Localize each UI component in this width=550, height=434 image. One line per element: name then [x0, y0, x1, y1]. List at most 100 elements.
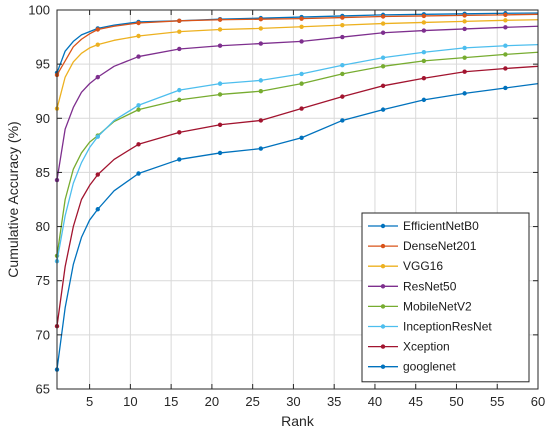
data-point	[136, 103, 141, 108]
y-tick-label: 85	[36, 165, 50, 180]
data-point	[217, 43, 223, 48]
data-point	[421, 58, 427, 64]
x-tick-label: 40	[368, 394, 382, 409]
data-point	[177, 46, 182, 52]
y-tick-label: 70	[36, 327, 50, 342]
data-point	[340, 15, 345, 20]
x-tick-label: 15	[164, 394, 178, 409]
data-point	[421, 76, 427, 81]
data-point	[258, 89, 264, 94]
data-point	[258, 146, 264, 151]
data-point	[380, 30, 386, 35]
data-point	[380, 14, 386, 19]
legend-swatch-marker	[380, 223, 386, 229]
legend-label: MobileNetV2	[403, 299, 472, 313]
data-point	[421, 13, 427, 19]
y-tick-label: 80	[36, 219, 50, 234]
x-tick-label: 50	[449, 394, 463, 409]
data-point	[299, 81, 304, 86]
data-point	[503, 25, 508, 30]
data-point	[136, 171, 141, 176]
data-point	[299, 106, 304, 111]
y-tick-label: 95	[36, 57, 50, 72]
data-point	[177, 157, 182, 162]
data-point	[95, 74, 100, 80]
legend-swatch-marker	[380, 264, 386, 269]
data-point	[421, 97, 427, 103]
data-point	[177, 130, 182, 135]
data-point	[217, 122, 223, 127]
x-tick-label: 20	[205, 394, 219, 409]
legend-item: VGG16	[368, 259, 443, 273]
data-point	[258, 118, 264, 123]
data-point	[217, 81, 223, 86]
data-point	[380, 107, 386, 112]
data-point	[95, 172, 100, 177]
legend-swatch-marker	[380, 243, 386, 249]
series-VGG16	[54, 18, 539, 111]
x-tick-label: 5	[86, 394, 93, 409]
data-point	[299, 71, 304, 77]
data-point	[258, 26, 264, 31]
x-tick-label: 55	[490, 394, 504, 409]
data-point	[462, 91, 467, 96]
legend-item: InceptionResNet	[368, 320, 492, 334]
legend-label: Xception	[403, 340, 450, 354]
data-point	[503, 66, 508, 71]
data-point	[462, 45, 467, 51]
legend-label: ResNet50	[403, 279, 457, 293]
data-point	[217, 17, 223, 22]
data-point	[95, 27, 100, 32]
legend-item: MobileNetV2	[368, 299, 472, 313]
legend-swatch-marker	[380, 304, 386, 309]
series-layer	[54, 11, 539, 372]
x-axis-label: Rank	[281, 413, 315, 429]
x-tick-label: 25	[245, 394, 259, 409]
data-point	[340, 71, 345, 77]
legend-swatch-marker	[380, 364, 386, 369]
legend-item: DenseNet201	[368, 239, 477, 253]
series-line	[56, 19, 539, 109]
data-point	[380, 83, 386, 89]
legend-item: Xception	[368, 340, 450, 354]
data-point	[217, 150, 223, 156]
data-point	[136, 20, 141, 26]
data-point	[177, 87, 182, 93]
legend: EfficientNetB0 DenseNet201 VGG16 ResNet50 Mo…	[361, 212, 530, 383]
data-point	[340, 22, 345, 28]
legend-label: googlenet	[403, 360, 456, 374]
legend-label: DenseNet201	[403, 239, 477, 253]
data-point	[503, 85, 508, 91]
data-point	[340, 118, 345, 123]
series-line	[56, 44, 539, 262]
data-point	[503, 52, 508, 57]
data-point	[258, 41, 264, 46]
legend-swatch-marker	[380, 344, 386, 349]
axis-ticks: 5 10 15 20 25 30 35 40 45 50 55 60 65 70 75 80 85 90 95 100	[28, 3, 545, 410]
data-point	[136, 54, 141, 59]
data-point	[421, 50, 427, 55]
series-line	[56, 13, 539, 76]
y-tick-label: 75	[36, 273, 50, 288]
legend-swatch-marker	[380, 284, 386, 289]
data-point	[95, 207, 100, 212]
data-point	[177, 97, 182, 103]
series-line	[56, 65, 539, 327]
y-axis-label: Cumulative Accuracy (%)	[5, 121, 21, 277]
data-point	[503, 43, 508, 48]
data-point	[299, 24, 304, 29]
data-point	[340, 63, 345, 68]
legend-label: InceptionResNet	[403, 320, 492, 334]
legend-item: googlenet	[368, 360, 456, 374]
x-tick-label: 10	[123, 394, 137, 409]
plot-frame	[56, 9, 539, 390]
data-point	[217, 92, 223, 97]
x-tick-label: 30	[286, 394, 300, 409]
data-point	[95, 134, 100, 139]
x-tick-label: 45	[408, 394, 422, 409]
series-InceptionResNet	[54, 43, 539, 264]
data-point	[380, 55, 386, 60]
data-point	[299, 39, 304, 44]
series-ResNet50	[54, 25, 539, 183]
